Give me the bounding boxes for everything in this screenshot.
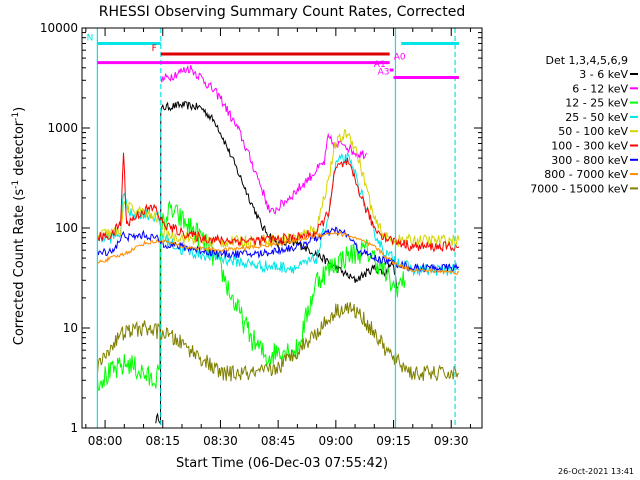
y-tick-label-4: 10000 xyxy=(40,21,78,35)
x-tick-label-4: 09:00 xyxy=(319,434,354,448)
y-tick-label-2: 100 xyxy=(55,221,78,235)
x-axis-label: Start Time (06-Dec-03 07:55:42) xyxy=(176,456,388,471)
legend-header: Det 1,3,4,5,6,9 xyxy=(545,54,628,67)
x-tick-label-5: 09:15 xyxy=(376,434,411,448)
series-line-6 xyxy=(96,226,460,273)
series-line-8 xyxy=(96,302,459,382)
x-tick-label-2: 08:30 xyxy=(203,434,238,448)
y-axis-label: Corrected Count Rate (s-1 detector-1) xyxy=(11,107,27,345)
series-line-1 xyxy=(160,64,367,215)
state-label-A3: A3 xyxy=(378,67,390,77)
series-line-5 xyxy=(96,152,460,253)
legend-entry-5: 100 - 300 keV xyxy=(551,140,628,153)
state-label-N: N xyxy=(87,33,94,43)
legend-entry-8: 7000 - 15000 keV xyxy=(530,182,628,195)
series-line-7 xyxy=(96,230,460,275)
series-line-0 xyxy=(155,100,398,426)
y-tick-label-3: 1000 xyxy=(47,121,78,135)
chart-title: RHESSI Observing Summary Count Rates, Co… xyxy=(99,4,465,20)
state-label-A1: A1 xyxy=(374,60,386,70)
legend-entry-3: 25 - 50 keV xyxy=(565,111,628,124)
legend-entry-2: 12 - 25 keV xyxy=(565,97,628,110)
legend-entry-4: 50 - 100 keV xyxy=(558,125,628,138)
x-tick-label-1: 08:15 xyxy=(145,434,180,448)
x-tick-label-0: 08:00 xyxy=(88,434,123,448)
legend-entry-0: 3 - 6 keV xyxy=(579,68,628,81)
x-tick-label-3: 08:45 xyxy=(261,434,296,448)
axes: 1 10 100 1000 10000 08:00 08:15 08:30 08:45 09:00… xyxy=(40,21,483,448)
state-label-F: F xyxy=(152,44,157,54)
series-line-2 xyxy=(96,199,406,391)
y-tick-label-0: 1 xyxy=(70,421,78,435)
legend-entry-6: 300 - 800 keV xyxy=(551,154,628,167)
footer-timestamp: 26-Oct-2021 13:41 xyxy=(558,467,634,476)
legend-entry-7: 800 - 7000 keV xyxy=(544,168,628,181)
x-tick-label-6: 09:30 xyxy=(434,434,469,448)
state-label-A0: A0 xyxy=(394,53,406,63)
series-line-4 xyxy=(96,129,460,249)
legend-entry-1: 6 - 12 keV xyxy=(572,82,628,95)
y-tick-label-1: 10 xyxy=(63,321,78,335)
